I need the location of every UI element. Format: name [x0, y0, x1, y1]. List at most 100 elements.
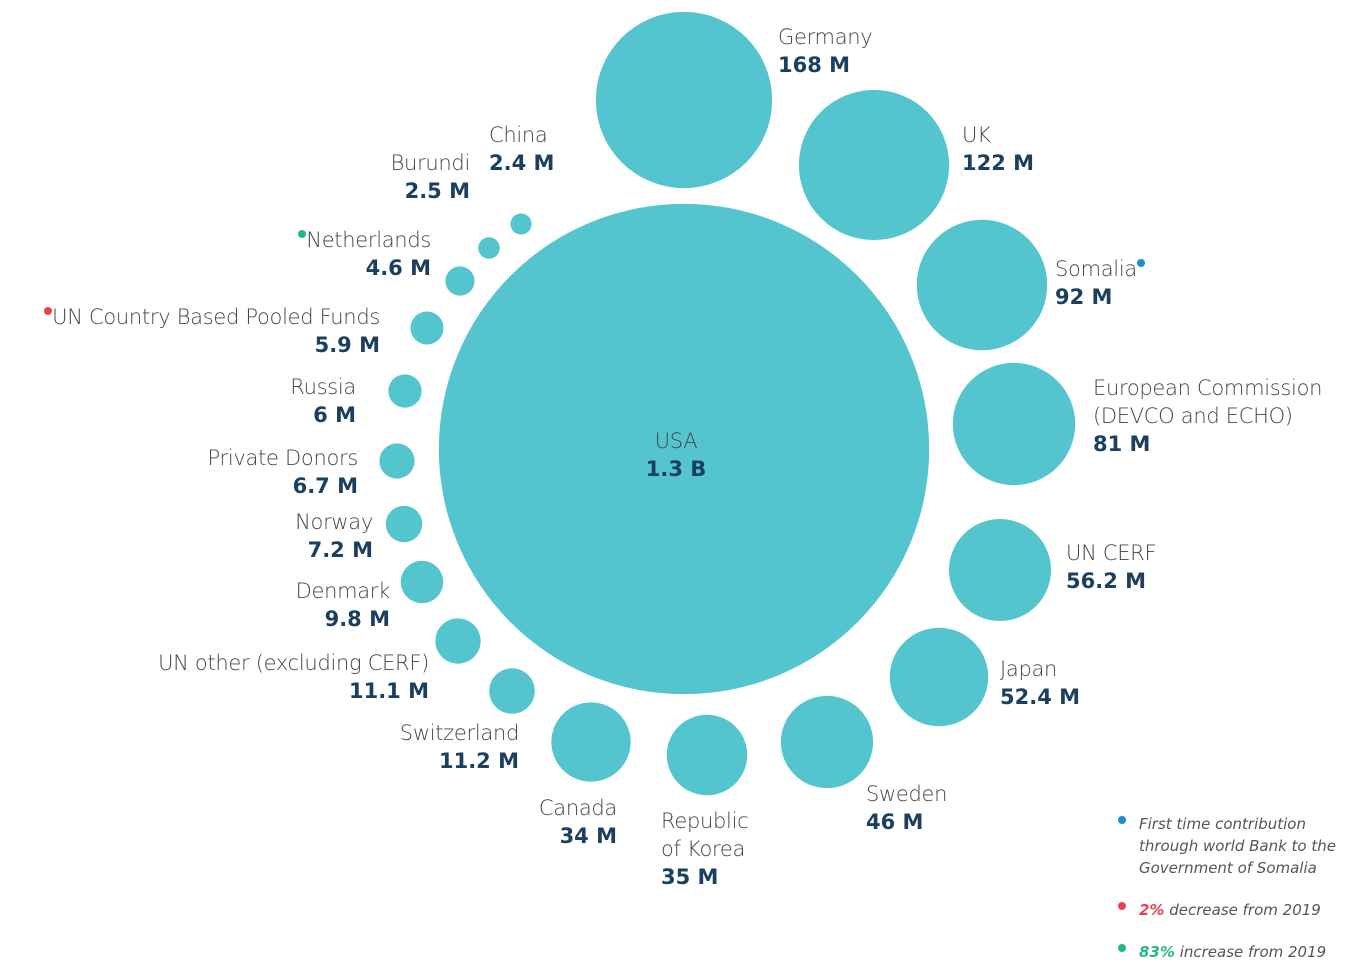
category-name: Norway [295, 510, 373, 534]
label-line: Denmark [190, 577, 391, 605]
label-line: Republic of Korea [661, 807, 761, 863]
bubble [798, 89, 950, 241]
bubble-label: Republic of Korea 35 M [661, 807, 761, 891]
category-name: UN Country Based Pooled Funds [52, 305, 380, 329]
label-line: European Commission (DEVCO and ECHO) [1093, 374, 1343, 430]
category-name: China [489, 123, 548, 147]
legend-note: 83% increase from 2019 [1118, 941, 1338, 963]
bubble-label: Private Donors 6.7 M [158, 444, 359, 500]
label-line: Norway [173, 508, 373, 536]
category-name: UN CERF [1066, 541, 1157, 565]
bubble-label: Switzerland 11.2 M [319, 719, 520, 775]
bubble [510, 213, 532, 235]
label-line: Canada [417, 794, 617, 822]
label-line: Private Donors [158, 444, 359, 472]
bubble-label: Canada 34 M [417, 794, 617, 850]
label-line: UN Country Based Pooled Funds [0, 303, 380, 331]
label-line: Somalia [1055, 255, 1255, 283]
value-label: 5.9 M [314, 333, 380, 357]
bubble [478, 237, 500, 259]
value-label: 2.5 M [404, 179, 470, 203]
bubble [551, 702, 631, 782]
note-text: decrease from 2019 [1169, 901, 1321, 919]
legend: First time contribution through world Ba… [1118, 813, 1338, 965]
bubble [379, 443, 415, 479]
label-line: China [489, 121, 689, 149]
bubble [489, 668, 535, 714]
bubble-label: European Commission (DEVCO and ECHO) 81 M [1093, 374, 1343, 458]
value-label: 35 M [661, 865, 719, 889]
category-name: European Commission (DEVCO and ECHO) [1093, 376, 1323, 428]
value-label: 56.2 M [1066, 569, 1147, 593]
bubble [780, 695, 874, 789]
bubble-label: China 2.4 M [489, 121, 689, 177]
value-label: 2.4 M [489, 151, 555, 175]
category-name: Republic of Korea [661, 809, 749, 861]
label-line: Japan [1000, 655, 1200, 683]
category-name: Japan [1000, 657, 1058, 681]
label-line: Burundi [270, 149, 471, 177]
bubble-label: Denmark 9.8 M [190, 577, 391, 633]
bubble-label: UN other (excluding CERF) 11.1 M [129, 649, 429, 705]
note-text: First time contribution through world Ba… [1139, 815, 1336, 877]
value-label: 11.1 M [348, 679, 429, 703]
value-label: 9.8 M [324, 607, 390, 631]
value-label: 46 M [866, 810, 924, 834]
bubble-label: Russia 6 M [156, 373, 356, 429]
label-line: UN CERF [1066, 539, 1266, 567]
category-name: Private Donors [207, 446, 359, 470]
bubble [666, 714, 748, 796]
bubble [438, 203, 930, 695]
bubble-label: USA 1.3 B [576, 427, 776, 483]
note-highlight: 83% [1139, 943, 1175, 961]
bubble-label: Burundi 2.5 M [270, 149, 471, 205]
category-name: Netherlands [306, 228, 431, 252]
legend-note: 2% decrease from 2019 [1118, 899, 1338, 921]
category-name: Russia [290, 375, 356, 399]
bubble-label: Sweden 46 M [866, 780, 1066, 836]
note-dot [44, 307, 53, 315]
label-line: Sweden [866, 780, 1066, 808]
bubble-label: UK 122 M [962, 121, 1162, 177]
value-label: 168 M [778, 53, 851, 77]
note-highlight: 2% [1139, 901, 1165, 919]
value-label: 1.3 B [645, 457, 707, 481]
value-label: 92 M [1055, 285, 1113, 309]
category-name: USA [654, 429, 698, 453]
bubble [916, 219, 1048, 351]
bubble [949, 519, 1051, 621]
bubble [400, 560, 444, 604]
bubble [385, 505, 423, 543]
category-name: Canada [538, 796, 617, 820]
bubble-label: UN CERF 56.2 M [1066, 539, 1266, 595]
bubble-label: Germany 168 M [778, 23, 978, 79]
value-label: 34 M [559, 824, 617, 848]
note-dot [1118, 816, 1126, 824]
bubble-label: Somalia 92 M [1055, 255, 1255, 311]
note-dot [1118, 902, 1126, 910]
bubble [445, 266, 475, 296]
category-name: Somalia [1055, 257, 1137, 281]
label-line: Russia [156, 373, 356, 401]
value-label: 6 M [313, 403, 356, 427]
value-label: 6.7 M [292, 474, 358, 498]
category-name: Germany [778, 25, 873, 49]
category-name: UK [962, 123, 991, 147]
bubble-label: UN Country Based Pooled Funds 5.9 M [0, 303, 380, 359]
value-label: 122 M [962, 151, 1035, 175]
bubble-label: Netherlands 4.6 M [231, 226, 431, 282]
bubble [595, 11, 773, 189]
value-label: 81 M [1093, 432, 1151, 456]
label-line: UN other (excluding CERF) [129, 649, 429, 677]
value-label: 11.2 M [438, 749, 519, 773]
legend-note: First time contribution through world Ba… [1118, 813, 1338, 879]
bubble [435, 618, 481, 664]
label-line: USA [576, 427, 776, 455]
category-name: Burundi [390, 151, 471, 175]
bubble [388, 374, 422, 408]
category-name: Switzerland [399, 721, 520, 745]
category-name: UN other (excluding CERF) [158, 651, 429, 675]
label-line: Switzerland [319, 719, 520, 747]
